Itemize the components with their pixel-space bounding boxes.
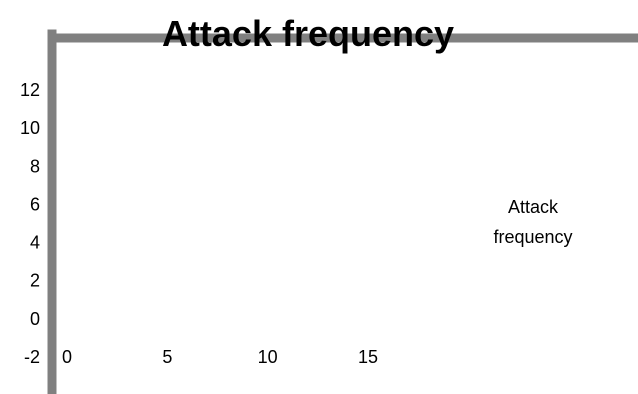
y-tick-label: 2 — [30, 271, 40, 291]
y-tick-label: 0 — [30, 309, 40, 329]
y-tick-label: 6 — [30, 194, 40, 214]
x-tick-label: 5 — [162, 347, 172, 367]
y-tick-label: 8 — [30, 156, 40, 176]
x-tick-label: 10 — [258, 347, 278, 367]
x-tick-labels: 0 5 10 15 — [62, 347, 378, 367]
y-tick-label: 12 — [20, 80, 40, 100]
y-tick-label: 4 — [30, 233, 40, 253]
y-tick-label: 10 — [20, 118, 40, 138]
y-tick-labels: 12 10 8 6 4 2 0 -2 — [20, 80, 40, 367]
legend-entry: Attack frequency — [493, 197, 572, 247]
x-tick-label: 0 — [62, 347, 72, 367]
y-tick-label: -2 — [24, 347, 40, 367]
x-tick-label: 15 — [358, 347, 378, 367]
axis-layer — [47, 29, 638, 394]
chart-title: Attack frequency — [162, 13, 454, 54]
